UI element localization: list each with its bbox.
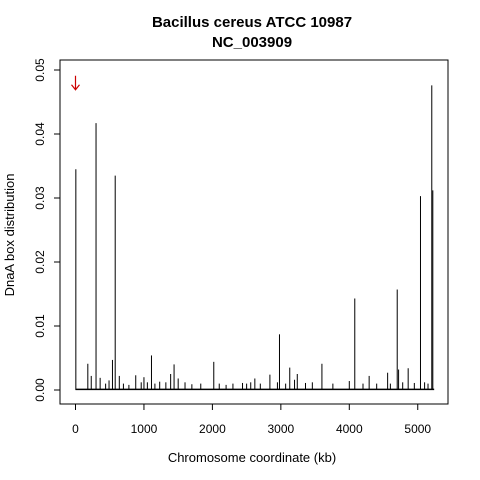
plot-frame (59, 59, 449, 405)
y-tick-label: 0.04 (33, 122, 47, 146)
x-tick-label: 0 (72, 422, 79, 436)
chart-subtitle: NC_003909 (212, 34, 292, 51)
plot-area: 0 1000 2000 3000 4000 5000 0.00 0.01 0.02 0.03 0.0… (33, 58, 449, 436)
y-tick-label: 0.01 (33, 314, 47, 338)
y-axis-label: DnaA box distribution (2, 174, 17, 297)
x-tick-label: 4000 (336, 422, 363, 436)
x-tick-label: 5000 (404, 422, 431, 436)
x-tick-label: 3000 (267, 422, 294, 436)
chart-title: Bacillus cereus ATCC 10987 (152, 14, 352, 31)
x-tick-label: 1000 (131, 422, 158, 436)
x-axis-label: Chromosome coordinate (kb) (168, 450, 336, 465)
y-tick-label: 0.00 (33, 378, 47, 402)
y-tick-label: 0.05 (33, 58, 47, 82)
x-tick-label: 2000 (199, 422, 226, 436)
y-tick-label: 0.03 (33, 186, 47, 210)
down-arrow-icon (71, 75, 80, 91)
y-tick-label: 0.02 (33, 250, 47, 274)
